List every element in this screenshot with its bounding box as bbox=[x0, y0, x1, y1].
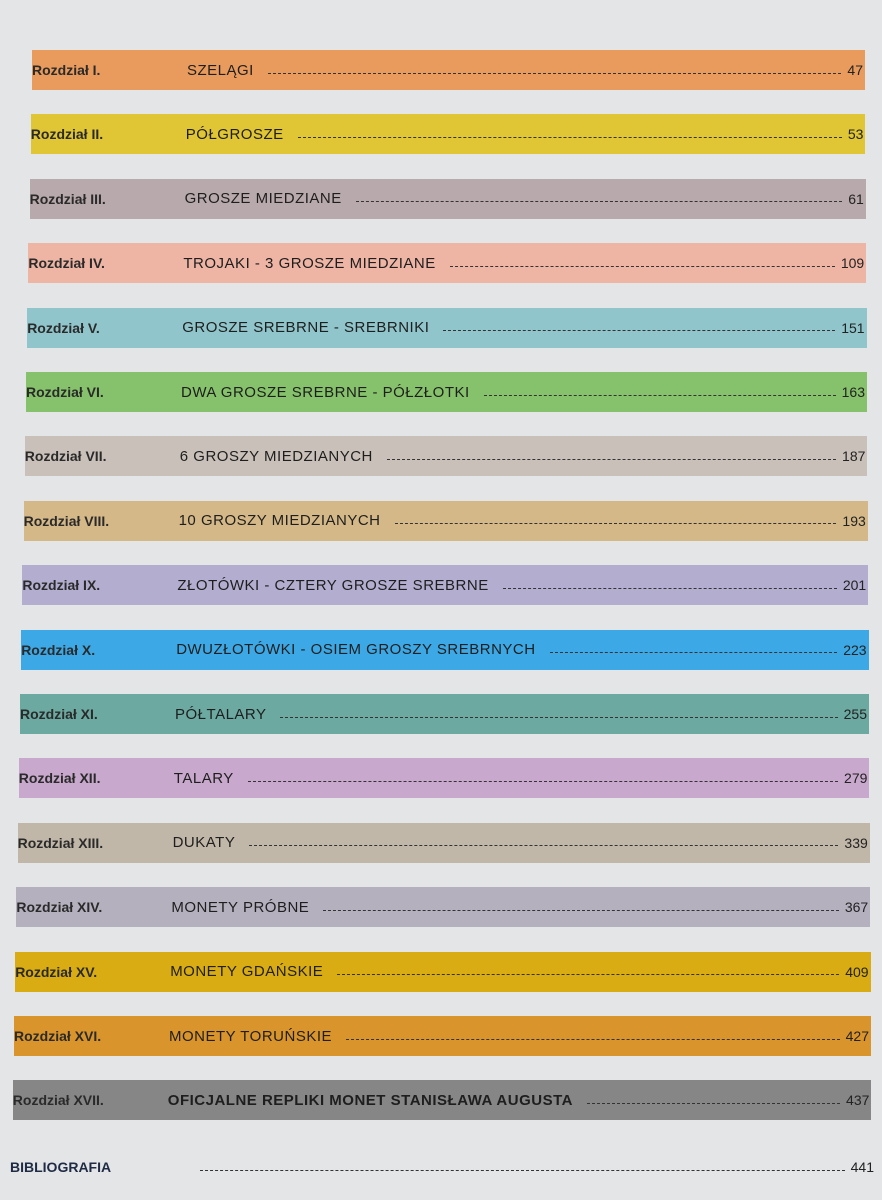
chapter-title: MONETY GDAŃSKIE bbox=[170, 963, 324, 981]
page-number: 223 bbox=[843, 641, 867, 658]
toc-entry[interactable]: Rozdział III. GROSZE MIEDZIANE 61 bbox=[29, 178, 866, 219]
page-number: 427 bbox=[845, 1028, 869, 1044]
toc-entry[interactable]: Rozdział XI. PÓŁTALARY 255 bbox=[20, 694, 869, 734]
dotted-leader bbox=[247, 780, 839, 782]
chapter-number: Rozdział XIII. bbox=[17, 834, 104, 851]
chapter-number: Rozdział VI. bbox=[26, 384, 104, 400]
bibliography-title: BIBLIOGRAFIA bbox=[10, 1159, 112, 1175]
page-number: 279 bbox=[844, 770, 868, 787]
toc-entry[interactable]: Rozdział IV. TROJAKI - 3 GROSZE MIEDZIANE… bbox=[28, 243, 867, 284]
chapter-title: TALARY bbox=[173, 769, 234, 787]
chapter-number: Rozdział XVI. bbox=[14, 1028, 102, 1044]
dotted-leader bbox=[337, 974, 840, 976]
dotted-leader bbox=[483, 394, 836, 396]
page-number: 61 bbox=[848, 190, 864, 207]
chapter-title: 6 GROSZY MIEDZIANYCH bbox=[179, 447, 373, 465]
page-number: 201 bbox=[842, 577, 867, 594]
chapter-number: Rozdział XVII. bbox=[12, 1092, 104, 1109]
dotted-leader bbox=[586, 1102, 841, 1104]
dotted-leader bbox=[502, 587, 837, 589]
chapter-number: Rozdział XI. bbox=[20, 706, 98, 722]
toc-entry-bibliography[interactable]: BIBLIOGRAFIA 441 bbox=[10, 1147, 876, 1187]
chapter-number: Rozdział IV. bbox=[28, 255, 105, 272]
page-number: 409 bbox=[845, 963, 869, 980]
chapter-number: Rozdział VII. bbox=[24, 448, 107, 465]
dotted-leader bbox=[297, 136, 842, 138]
chapter-title: PÓŁTALARY bbox=[175, 705, 267, 723]
dotted-leader bbox=[443, 330, 836, 332]
page-number: 339 bbox=[844, 834, 868, 851]
page-number: 151 bbox=[841, 319, 865, 336]
dotted-leader bbox=[323, 909, 839, 911]
toc-entry[interactable]: Rozdział I. SZELĄGI 47 bbox=[32, 50, 865, 90]
dotted-leader bbox=[200, 1169, 845, 1171]
toc-entry[interactable]: Rozdział XII. TALARY 279 bbox=[18, 758, 870, 799]
toc-entry[interactable]: Rozdział IX. ZŁOTÓWKI - CZTERY GROSZE SRE… bbox=[22, 565, 869, 606]
bibliography-page: 441 bbox=[850, 1159, 874, 1175]
page-number: 109 bbox=[840, 255, 865, 272]
toc-entry[interactable]: Rozdział II. PÓŁGROSZE 53 bbox=[30, 114, 866, 155]
page-number: 163 bbox=[841, 384, 865, 400]
chapter-number: Rozdział V. bbox=[27, 319, 100, 336]
toc-entry[interactable]: Rozdział XVI. MONETY TORUŃSKIE 427 bbox=[14, 1016, 871, 1056]
chapter-number: Rozdział II. bbox=[30, 126, 104, 143]
page-number: 255 bbox=[843, 706, 867, 722]
dotted-leader bbox=[280, 716, 838, 718]
dotted-leader bbox=[549, 652, 838, 654]
dotted-leader bbox=[267, 72, 842, 74]
chapter-title: TROJAKI - 3 GROSZE MIEDZIANE bbox=[183, 254, 436, 272]
chapter-title: DWUZŁOTÓWKI - OSIEM GROSZY SREBRNYCH bbox=[176, 641, 536, 659]
chapter-title: GROSZE MIEDZIANE bbox=[184, 190, 342, 208]
chapter-title: MONETY PRÓBNE bbox=[171, 898, 310, 916]
page-number: 367 bbox=[844, 899, 869, 916]
chapter-number: Rozdział VIII. bbox=[23, 512, 110, 529]
chapter-title: DWA GROSZE SREBRNE - PÓŁZŁOTKI bbox=[181, 383, 470, 401]
dotted-leader bbox=[355, 201, 843, 203]
chapter-number: Rozdział XV. bbox=[15, 963, 98, 980]
dotted-leader bbox=[346, 1038, 840, 1040]
chapter-title: MONETY TORUŃSKIE bbox=[169, 1027, 333, 1045]
chapter-number: Rozdział XIV. bbox=[16, 899, 103, 916]
toc-entry[interactable]: Rozdział VI. DWA GROSZE SREBRNE - PÓŁZŁOT… bbox=[26, 372, 867, 412]
chapter-number: Rozdział XII. bbox=[18, 770, 101, 787]
chapter-number: Rozdział X. bbox=[21, 641, 96, 658]
chapter-number: Rozdział IX. bbox=[22, 577, 101, 594]
chapter-title: DUKATY bbox=[172, 834, 236, 852]
dotted-leader bbox=[386, 458, 837, 460]
chapter-number: Rozdział III. bbox=[29, 190, 106, 207]
toc-entry[interactable]: Rozdział VII. 6 GROSZY MIEDZIANYCH 187 bbox=[24, 436, 868, 477]
toc-entry[interactable]: Rozdział XV. MONETY GDAŃSKIE 409 bbox=[15, 951, 871, 992]
page-number: 437 bbox=[846, 1092, 870, 1109]
chapter-title: GROSZE SREBRNE - SREBRNIKI bbox=[182, 319, 430, 337]
toc-entry[interactable]: Rozdział XVII. OFICJALNE REPLIKI MONET ST… bbox=[12, 1080, 872, 1121]
chapter-title: SZELĄGI bbox=[187, 61, 254, 79]
chapter-title: 10 GROSZY MIEDZIANYCH bbox=[178, 512, 381, 530]
toc-entry[interactable]: Rozdział X. DWUZŁOTÓWKI - OSIEM GROSZY SR… bbox=[21, 629, 869, 670]
toc-entry[interactable]: Rozdział VIII. 10 GROSZY MIEDZIANYCH 193 bbox=[23, 500, 868, 541]
toc-entry[interactable]: Rozdział V. GROSZE SREBRNE - SREBRNIKI 151 bbox=[27, 307, 867, 348]
chapter-title: PÓŁGROSZE bbox=[185, 125, 284, 143]
page-number: 187 bbox=[842, 448, 866, 465]
toc-entry[interactable]: Rozdział XIII. DUKATY 339 bbox=[17, 822, 870, 863]
chapter-number: Rozdział I. bbox=[32, 62, 101, 78]
dotted-leader bbox=[249, 845, 839, 847]
page-number: 47 bbox=[847, 62, 863, 78]
chapter-title: ZŁOTÓWKI - CZTERY GROSZE SREBRNE bbox=[177, 576, 489, 594]
page-number: 193 bbox=[842, 512, 866, 529]
toc-entry[interactable]: Rozdział XIV. MONETY PRÓBNE 367 bbox=[16, 887, 871, 928]
dotted-leader bbox=[394, 523, 837, 525]
page-number: 53 bbox=[847, 126, 864, 143]
chapter-title: OFICJALNE REPLIKI MONET STANISŁAWA AUGUS… bbox=[167, 1091, 573, 1109]
dotted-leader bbox=[449, 265, 835, 267]
